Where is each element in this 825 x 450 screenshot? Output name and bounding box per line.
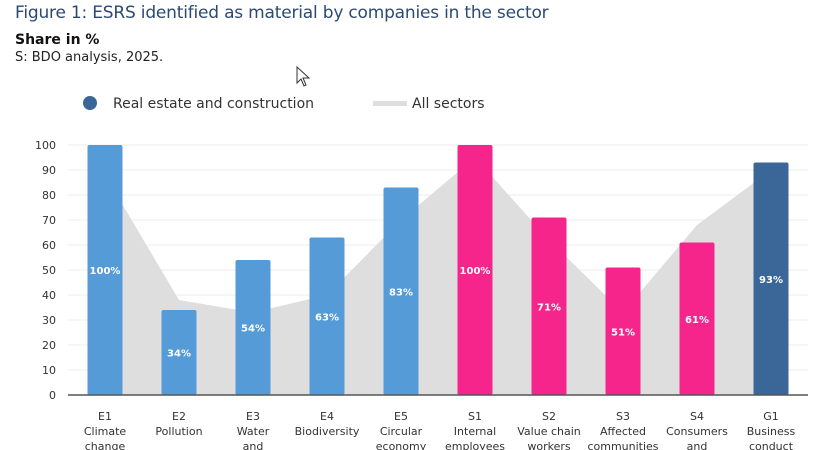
x-tick-label: Consumers — [666, 425, 728, 438]
legend-marker-real-estate — [83, 96, 97, 110]
x-tick-label: Affected — [600, 425, 646, 438]
y-tick-label: 20 — [42, 339, 56, 352]
chart-title: Figure 1: ESRS identified as material by… — [15, 3, 549, 23]
x-tick-label: E2 — [172, 410, 186, 423]
y-tick-label: 50 — [42, 264, 56, 277]
y-tick-label: 40 — [42, 289, 56, 302]
bar-g1 — [753, 162, 789, 395]
bar-s4 — [679, 242, 715, 395]
bar-s1 — [457, 145, 493, 395]
x-tick-label: conduct — [749, 440, 794, 450]
bar-value-label: 71% — [537, 302, 561, 313]
x-tick-label: S4 — [690, 410, 704, 423]
legend-label-real-estate: Real estate and construction — [113, 96, 314, 112]
x-tick-label: and — [243, 440, 264, 450]
y-tick-label: 100 — [35, 139, 56, 152]
x-tick-label: G1 — [763, 410, 779, 423]
x-tick-label: S3 — [616, 410, 630, 423]
x-tick-label: Business — [747, 425, 796, 438]
bar-value-label: 61% — [685, 315, 709, 326]
bar-e4 — [309, 237, 345, 395]
area-all-sectors — [105, 157, 771, 395]
x-tick-label: Biodiversity — [295, 425, 360, 438]
bar-value-label: 54% — [241, 324, 265, 335]
chart-source: S: BDO analysis, 2025. — [15, 50, 164, 65]
bar-value-label: 34% — [167, 349, 191, 360]
x-tick-label: and — [687, 440, 708, 450]
x-tick-label: communities — [587, 440, 658, 450]
x-tick-label: Climate — [84, 425, 127, 438]
x-tick-label: Circular — [380, 425, 423, 438]
y-tick-label: 30 — [42, 314, 56, 327]
x-tick-label: workers — [527, 440, 571, 450]
x-tick-label: S2 — [542, 410, 556, 423]
bar-s2 — [531, 217, 567, 395]
x-tick-label: Water — [237, 425, 270, 438]
bar-e2 — [161, 310, 197, 395]
mouse-cursor-icon — [296, 66, 311, 87]
bar-value-label: 51% — [611, 327, 635, 338]
y-tick-label: 90 — [42, 164, 56, 177]
y-tick-label: 60 — [42, 239, 56, 252]
x-tick-label: E5 — [394, 410, 408, 423]
x-tick-label: Pollution — [155, 425, 202, 438]
x-tick-label: Internal — [454, 425, 496, 438]
bar-s3 — [605, 267, 641, 395]
x-tick-label: E3 — [246, 410, 260, 423]
y-tick-label: 0 — [49, 389, 56, 402]
x-tick-label: employees — [445, 440, 505, 450]
x-tick-label: E1 — [98, 410, 112, 423]
x-tick-label: economy — [376, 440, 427, 450]
x-tick-label: Value chain — [517, 425, 581, 438]
x-tick-label: E4 — [320, 410, 334, 423]
legend-label-all-sectors: All sectors — [412, 96, 485, 112]
y-tick-label: 70 — [42, 214, 56, 227]
bar-value-label: 83% — [389, 287, 413, 298]
bar-e3 — [235, 260, 271, 395]
y-tick-label: 10 — [42, 364, 56, 377]
bar-value-label: 93% — [759, 275, 783, 286]
bar-value-label: 63% — [315, 312, 339, 323]
y-tick-label: 80 — [42, 189, 56, 202]
bar-e5 — [383, 187, 419, 395]
legend-marker-all-sectors — [373, 101, 407, 106]
chart-subtitle: Share in % — [15, 32, 100, 48]
x-tick-label: S1 — [468, 410, 482, 423]
x-tick-label: change — [85, 440, 126, 450]
bar-value-label: 100% — [90, 266, 121, 277]
bar-e1 — [87, 145, 123, 395]
bar-value-label: 100% — [460, 266, 491, 277]
